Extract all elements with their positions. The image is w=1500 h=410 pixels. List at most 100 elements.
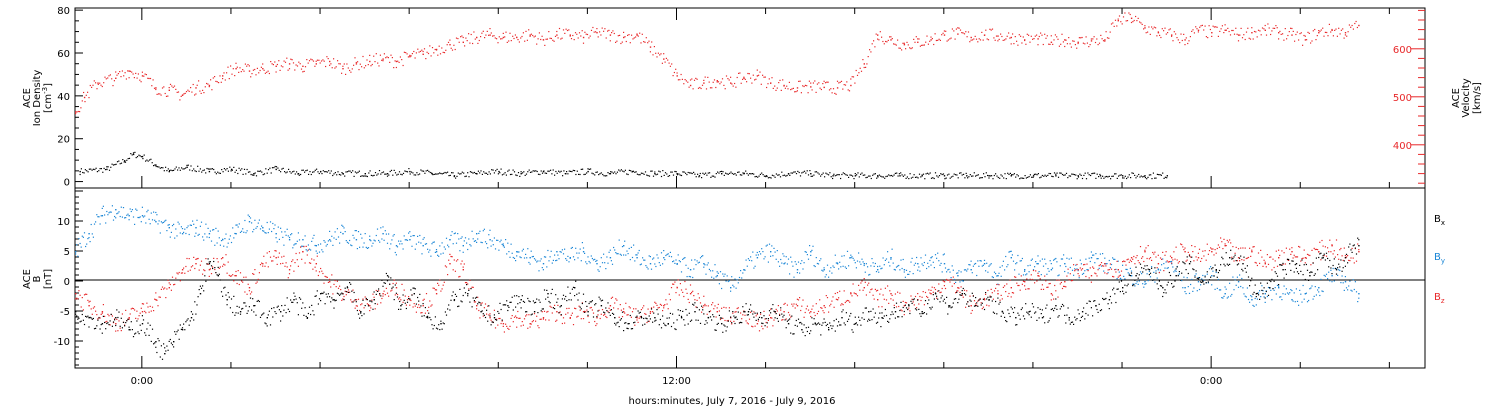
bz-point bbox=[1015, 276, 1017, 278]
by-point bbox=[956, 272, 958, 274]
by-point bbox=[1278, 287, 1280, 289]
bx-point bbox=[225, 294, 227, 296]
density-point bbox=[341, 172, 343, 174]
by-point bbox=[1345, 287, 1348, 289]
velocity-point bbox=[337, 60, 339, 62]
bz-point bbox=[914, 295, 917, 298]
bz-point bbox=[715, 316, 717, 318]
by-point bbox=[1196, 290, 1198, 292]
velocity-point bbox=[863, 66, 865, 69]
bz-point bbox=[746, 322, 748, 324]
density-point bbox=[107, 166, 109, 168]
density-point bbox=[277, 167, 279, 169]
velocity-point bbox=[292, 62, 295, 64]
density-point bbox=[541, 172, 544, 174]
bz-point bbox=[484, 303, 487, 305]
by-point bbox=[874, 262, 876, 265]
by-point bbox=[155, 221, 157, 223]
bz-point bbox=[101, 312, 103, 314]
density-point bbox=[388, 174, 390, 176]
density-point bbox=[618, 169, 620, 171]
density-point bbox=[219, 172, 221, 174]
density-point bbox=[123, 161, 125, 163]
by-point bbox=[549, 256, 551, 258]
by-point bbox=[931, 256, 933, 258]
bz-point bbox=[513, 316, 516, 318]
density-point bbox=[899, 175, 901, 177]
by-point bbox=[811, 249, 813, 251]
velocity-point bbox=[1220, 28, 1222, 30]
density-point bbox=[158, 166, 160, 168]
velocity-point bbox=[164, 92, 166, 95]
bz-point bbox=[1034, 282, 1036, 284]
bz-point bbox=[796, 298, 798, 300]
bz-point bbox=[478, 309, 480, 312]
bz-point bbox=[608, 307, 610, 309]
bx-point bbox=[386, 275, 389, 277]
density-point bbox=[298, 174, 300, 176]
bx-point bbox=[213, 260, 215, 263]
velocity-point bbox=[596, 28, 598, 30]
bz-point bbox=[817, 310, 820, 312]
by-point bbox=[1000, 275, 1002, 277]
bz-point bbox=[541, 311, 543, 313]
velocity-point bbox=[951, 28, 953, 30]
velocity-point bbox=[407, 56, 409, 58]
bx-point bbox=[210, 265, 213, 267]
bz-point bbox=[183, 267, 185, 269]
velocity-point bbox=[569, 34, 571, 36]
velocity-point bbox=[117, 73, 119, 75]
bz-point bbox=[451, 256, 453, 258]
by-point bbox=[121, 216, 123, 218]
bz-point bbox=[814, 314, 816, 317]
bottom-panel-marks bbox=[75, 205, 1360, 360]
density-point bbox=[179, 169, 181, 171]
bx-point bbox=[314, 295, 316, 297]
by-point bbox=[169, 236, 171, 238]
bz-point bbox=[1030, 274, 1032, 276]
density-point bbox=[330, 170, 332, 172]
velocity-point bbox=[394, 60, 396, 62]
bz-point bbox=[646, 321, 648, 324]
bz-point bbox=[1048, 283, 1050, 285]
by-point bbox=[916, 256, 918, 259]
velocity-point bbox=[648, 40, 650, 42]
bz-point bbox=[663, 307, 665, 309]
velocity-point bbox=[1094, 41, 1097, 44]
velocity-point bbox=[592, 26, 594, 29]
density-point bbox=[801, 172, 803, 174]
by-point bbox=[887, 251, 889, 253]
density-point bbox=[174, 168, 176, 170]
bz-point bbox=[838, 297, 840, 299]
bz-point bbox=[374, 308, 376, 310]
bz-point bbox=[1144, 249, 1146, 251]
by-point bbox=[93, 223, 96, 225]
bz-point bbox=[205, 258, 207, 260]
by-point bbox=[273, 228, 275, 230]
bx-point bbox=[169, 338, 171, 341]
bz-point bbox=[1252, 246, 1254, 248]
by-point bbox=[145, 222, 147, 224]
velocity-point bbox=[1216, 26, 1218, 28]
bz-point bbox=[262, 265, 264, 267]
velocity-point bbox=[1078, 37, 1080, 39]
bz-point bbox=[1233, 260, 1235, 262]
velocity-point bbox=[776, 87, 778, 89]
velocity-point bbox=[677, 79, 679, 81]
bx-point bbox=[164, 347, 166, 349]
bx-point bbox=[219, 279, 221, 281]
bz-point bbox=[771, 317, 773, 319]
density-point bbox=[282, 167, 284, 169]
bz-point bbox=[435, 289, 438, 291]
by-point bbox=[582, 247, 585, 249]
density-point bbox=[751, 173, 753, 175]
by-point bbox=[494, 248, 497, 250]
density-point bbox=[916, 176, 918, 178]
by-point bbox=[218, 237, 220, 239]
by-point bbox=[567, 255, 569, 257]
by-point bbox=[1088, 257, 1090, 259]
bz-point bbox=[1001, 298, 1003, 300]
bz-point bbox=[190, 266, 192, 268]
by-point bbox=[687, 267, 689, 269]
bz-point bbox=[76, 297, 78, 299]
